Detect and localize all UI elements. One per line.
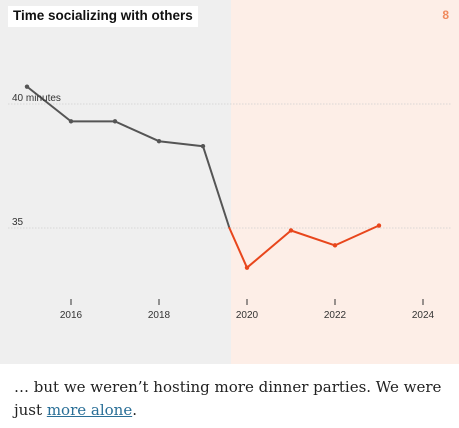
post-2020-shading xyxy=(231,0,459,364)
x-tick-label: 2024 xyxy=(412,310,435,321)
series-line-1 xyxy=(228,224,380,269)
data-point xyxy=(24,84,30,89)
x-tick-label: 2020 xyxy=(236,310,259,321)
data-point xyxy=(68,119,74,124)
series-lines xyxy=(26,85,380,269)
caption: … but we weren’t hosting more dinner par… xyxy=(14,376,454,422)
data-point xyxy=(200,143,206,149)
chart-title: Time socializing with others xyxy=(8,6,198,27)
line-chart: 40 minutes 35 2016 2018 2020 2022 2024 xyxy=(8,84,452,321)
data-point xyxy=(376,223,382,228)
x-axis-labels: 2016 2018 2020 2022 2024 xyxy=(60,299,435,321)
more-alone-link[interactable]: more alone xyxy=(46,401,133,419)
page-number: 8 xyxy=(442,8,449,22)
data-point xyxy=(332,243,338,248)
y-tick-label: 35 xyxy=(12,217,24,228)
caption-text: … but we weren’t hosting more dinner par… xyxy=(14,378,442,419)
x-tick-label: 2018 xyxy=(148,310,171,321)
data-point xyxy=(244,265,250,270)
gridlines xyxy=(8,103,452,229)
pre-2020-shading xyxy=(0,0,231,364)
y-axis-labels: 40 minutes 35 xyxy=(12,93,61,228)
y-tick-label: 40 minutes xyxy=(12,93,61,104)
data-point xyxy=(288,228,294,233)
data-point xyxy=(112,119,118,124)
series-points xyxy=(24,84,382,270)
series-line-0 xyxy=(26,85,231,229)
x-tick-label: 2016 xyxy=(60,310,83,321)
caption-end: . xyxy=(132,401,137,419)
x-tick-label: 2022 xyxy=(324,310,347,321)
data-point xyxy=(156,139,162,144)
